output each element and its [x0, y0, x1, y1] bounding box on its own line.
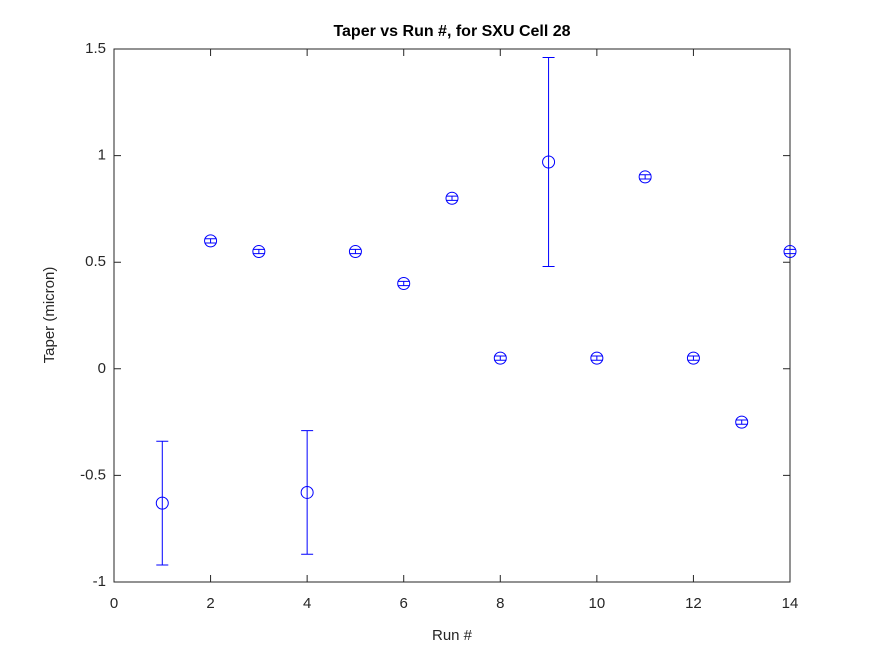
marker [445, 191, 459, 205]
error-bar [542, 57, 555, 267]
error-bar [301, 430, 314, 555]
error-bar [204, 238, 217, 244]
x-tick-label: 4 [303, 595, 311, 612]
marker [348, 245, 362, 259]
marker [252, 245, 266, 259]
x-axis-label: Run # [432, 627, 473, 644]
error-bar [156, 440, 169, 566]
y-tick-label: 1.5 [85, 40, 106, 57]
x-tick-label: 2 [206, 595, 214, 612]
error-bar [349, 248, 362, 255]
axes-box [113, 48, 791, 583]
error-bar [687, 355, 700, 361]
error-bar [252, 248, 265, 255]
x-tick-label: 6 [400, 595, 408, 612]
y-tick-label: -1 [93, 573, 106, 590]
error-bar [590, 355, 603, 361]
x-tick-label: 0 [110, 595, 118, 612]
x-tick-label: 14 [782, 595, 799, 612]
marker [397, 277, 411, 291]
marker [638, 170, 652, 184]
x-tick-label: 8 [496, 595, 504, 612]
error-bar [639, 174, 652, 180]
marker [300, 485, 314, 499]
marker [735, 415, 749, 429]
chart-title: Taper vs Run #, for SXU Cell 28 [333, 23, 570, 40]
x-tick-label: 12 [685, 595, 702, 612]
y-tick-label: -0.5 [80, 466, 106, 483]
error-bar [494, 355, 507, 361]
error-bar [735, 419, 748, 425]
marker [204, 234, 218, 248]
marker [590, 351, 604, 365]
marker [686, 351, 700, 365]
y-tick-label: 0.5 [85, 253, 106, 270]
error-bar [784, 248, 796, 255]
marker [155, 496, 169, 510]
error-bar [397, 280, 410, 287]
y-tick-label: 1 [98, 147, 106, 164]
x-tick-label: 10 [589, 595, 606, 612]
y-axis-label: Taper (micron) [41, 267, 58, 364]
marker [493, 351, 507, 365]
marker [542, 155, 556, 169]
marker [783, 245, 797, 259]
error-bar [446, 195, 458, 201]
y-tick-label: 0 [98, 360, 106, 377]
